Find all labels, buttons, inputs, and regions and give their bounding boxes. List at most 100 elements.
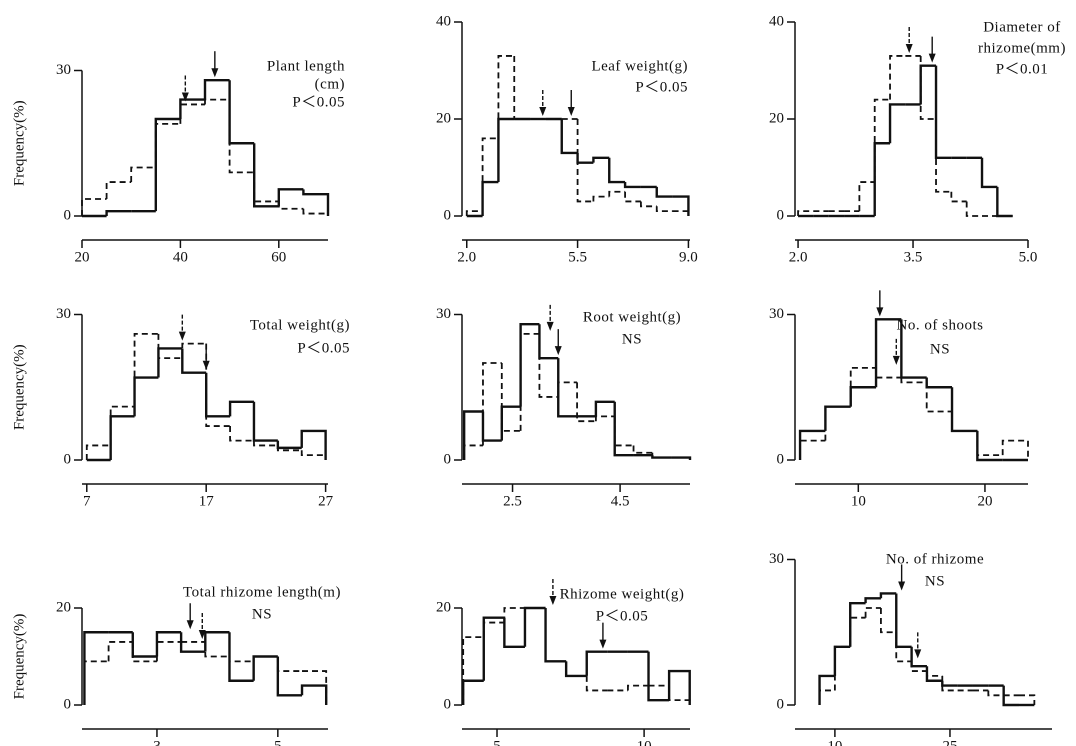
histogram-bin (276, 656, 303, 697)
histogram-bin (503, 617, 525, 648)
histogram-bin (888, 103, 906, 144)
histogram-bin (565, 661, 587, 677)
histogram-bin (300, 450, 327, 460)
histogram-bin (585, 675, 608, 692)
histogram-bin (538, 333, 559, 398)
histogram-bin (462, 410, 483, 460)
histogram-bin (873, 98, 891, 183)
histogram-bin (594, 400, 615, 417)
y-tick-label: 0 (64, 696, 72, 712)
mean-arrow (211, 51, 219, 78)
histogram-bin (204, 641, 230, 658)
histogram-bin (797, 210, 814, 216)
mean-arrow (549, 579, 557, 605)
mean-arrow (905, 26, 913, 53)
histogram-bin (824, 405, 851, 441)
histogram-bin (109, 405, 135, 446)
histogram-bin (481, 180, 499, 216)
histogram-bin (500, 363, 521, 432)
histogram-bin (672, 195, 690, 216)
histogram-bin (204, 372, 231, 418)
mean-arrow (186, 603, 194, 630)
annotation: Rhizome weight(g) (560, 586, 685, 602)
x-tick-label: 5 (274, 738, 282, 746)
histogram-bin (592, 195, 610, 202)
histogram-bin (133, 376, 159, 417)
y-tick-label: 0 (64, 207, 72, 223)
x-tick-label: 2.0 (457, 249, 476, 265)
arrow-head (905, 43, 913, 53)
mean-arrow (892, 338, 900, 365)
histogram-bin (1019, 694, 1036, 705)
x-tick-label: 2.5 (503, 493, 522, 509)
histogram-bin (133, 333, 159, 407)
annotation: Leaf weight(g) (591, 58, 688, 74)
y-tick-label: 20 (56, 599, 71, 615)
panel: 0 20 3 5 Frequency(%) Total rhizome length(m)… (11, 584, 340, 746)
histogram-bin (849, 601, 866, 647)
histogram-bin (889, 55, 906, 100)
histogram-bin (544, 608, 567, 663)
arrow-head (599, 639, 607, 649)
histogram-bin (849, 366, 877, 407)
histogram-bin (576, 382, 596, 423)
histogram-bin (157, 347, 183, 378)
histogram-bin (864, 607, 881, 618)
arrow-head (892, 355, 900, 365)
x-tick-label: 10 (637, 738, 652, 746)
histogram-bin (858, 181, 875, 212)
histogram-bin (130, 166, 156, 183)
y-tick-label: 30 (769, 306, 784, 322)
histogram-bin (976, 430, 1003, 457)
histogram-bin (538, 324, 559, 360)
y-tick-label: 30 (56, 306, 71, 322)
y-axis-label: Frequency(%) (11, 344, 27, 430)
mean-arrow (198, 612, 206, 639)
histogram-bin (497, 117, 515, 183)
histogram-bin (557, 358, 578, 418)
annotation: No. of rhizome (886, 551, 984, 567)
annotation: (cm) (315, 76, 345, 92)
histogram-bin (608, 190, 626, 197)
histogram-bin (919, 64, 937, 105)
histogram-bin (987, 690, 1004, 697)
x-tick-label: 4.5 (611, 493, 630, 509)
histogram-bin (935, 119, 952, 193)
x-tick-label: 2.0 (789, 249, 808, 265)
arrow-head (181, 92, 189, 102)
histogram-bin (874, 318, 902, 388)
arrow-head (567, 107, 575, 116)
y-tick-label: 40 (436, 13, 451, 29)
y-tick-label: 30 (436, 306, 451, 322)
histogram-bin (980, 157, 998, 189)
arrow-head (928, 53, 936, 63)
annotation: P＜0.05 (292, 94, 345, 110)
annotation: P＜0.05 (635, 79, 688, 95)
histogram-bin (253, 440, 278, 447)
y-tick-label: 0 (777, 696, 785, 712)
y-axis-label: Frequency(%) (11, 100, 27, 186)
panel: 0 30 2.5 4.5 Root weight(g) NS (436, 304, 692, 509)
y-tick-label: 20 (436, 110, 451, 126)
panel: 0 20 40 2.0 3.5 5.0 Diameter of rhizome(mm) P＜0.… (769, 13, 1065, 265)
histogram-bin (925, 382, 953, 413)
y-tick-label: 30 (56, 62, 71, 78)
annotation: NS (252, 606, 272, 622)
x-tick-label: 25 (942, 738, 957, 746)
histogram-bin (131, 641, 157, 663)
histogram-bin (950, 387, 978, 433)
histogram-bin (941, 675, 958, 692)
histogram-bin (276, 440, 302, 450)
arrow-head (876, 307, 884, 317)
histogram-bin (253, 143, 279, 208)
histogram-bin (976, 430, 1003, 462)
y-tick-label: 0 (777, 451, 785, 467)
histogram-bin (926, 671, 943, 677)
panel: 0 30 20 40 60 Frequency(%) Plant length (cm) P＜0… (11, 51, 345, 265)
histogram-bin (576, 119, 594, 203)
histogram-bin (623, 182, 641, 189)
histogram-bin (203, 79, 230, 100)
histogram-bin (277, 188, 304, 207)
histogram-bin (585, 650, 608, 676)
histogram-bin (83, 660, 109, 705)
